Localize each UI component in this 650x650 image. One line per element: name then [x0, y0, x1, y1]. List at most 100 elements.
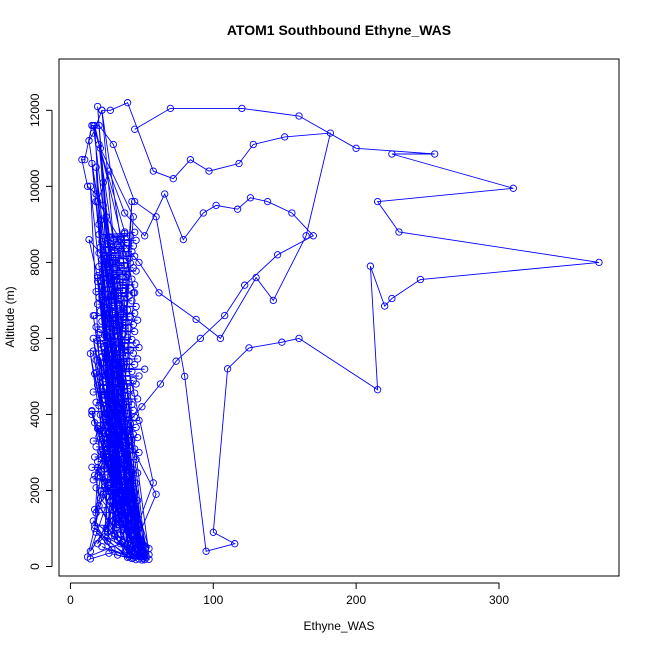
- data-point: [116, 387, 125, 395]
- data-point: [106, 285, 115, 294]
- series-line-1: [86, 106, 157, 561]
- data-point: [249, 140, 257, 149]
- data-point: [92, 287, 100, 296]
- data-point: [113, 511, 122, 519]
- data-point: [96, 373, 105, 381]
- x-axis-label: Ethyne_WAS: [304, 619, 375, 633]
- data-point: [121, 209, 129, 217]
- data-point: [125, 544, 133, 552]
- data-point: [138, 540, 146, 548]
- data-point: [111, 529, 119, 538]
- data-point: [202, 547, 210, 555]
- data-point: [132, 455, 140, 463]
- data-point: [102, 240, 110, 248]
- data-point: [108, 473, 116, 482]
- data-point: [395, 228, 403, 236]
- data-point: [126, 540, 135, 548]
- data-point: [78, 156, 86, 164]
- data-point: [131, 197, 139, 206]
- data-point: [119, 470, 127, 478]
- data-point: [128, 275, 136, 283]
- data-point: [113, 414, 122, 422]
- data-point: [116, 359, 125, 368]
- data-point: [131, 360, 139, 369]
- data-point: [113, 446, 122, 454]
- data-point: [131, 327, 139, 336]
- data-point: [133, 355, 142, 363]
- data-point: [101, 439, 109, 447]
- data-point: [102, 314, 110, 322]
- data-point: [223, 365, 232, 373]
- y-tick-label: 2000: [28, 477, 42, 504]
- data-point: [89, 517, 97, 525]
- y-tick-label: 10000: [28, 169, 42, 203]
- data-point: [216, 334, 225, 343]
- data-point: [116, 530, 125, 539]
- data-point: [109, 517, 117, 525]
- data-point: [126, 498, 135, 507]
- data-point: [92, 443, 100, 451]
- data-point: [92, 323, 100, 331]
- data-point: [121, 418, 129, 426]
- data-point: [83, 553, 92, 561]
- data-point: [89, 334, 97, 343]
- data-point: [119, 403, 127, 411]
- data-point: [95, 329, 103, 337]
- data-point: [128, 367, 136, 376]
- data-point: [102, 348, 110, 356]
- data-point: [302, 232, 310, 240]
- data-point: [93, 381, 102, 389]
- data-point: [106, 454, 115, 462]
- data-point: [155, 289, 163, 297]
- data-point: [131, 125, 139, 133]
- data-point: [131, 413, 139, 421]
- data-point: [89, 129, 97, 137]
- data-point: [116, 460, 125, 468]
- data-point: [128, 197, 136, 206]
- data-point: [118, 408, 126, 417]
- data-point: [103, 528, 112, 536]
- data-point: [95, 262, 103, 271]
- data-point: [122, 318, 130, 327]
- data-point: [113, 536, 122, 544]
- data-point: [116, 322, 125, 330]
- data-point: [138, 403, 146, 411]
- data-point: [88, 463, 96, 471]
- data-point: [133, 395, 142, 403]
- data-point: [108, 258, 116, 266]
- data-point: [99, 295, 107, 304]
- plot-area-frame: [58, 58, 620, 577]
- data-point: [106, 412, 115, 420]
- data-point: [98, 448, 106, 457]
- data-point: [91, 311, 99, 320]
- data-point: [131, 488, 139, 497]
- data-point: [126, 346, 135, 354]
- data-point: [85, 137, 93, 145]
- data-point: [113, 517, 122, 525]
- data-point: [252, 273, 260, 282]
- data-point: [156, 380, 165, 388]
- data-point: [108, 435, 116, 443]
- data-point: [93, 272, 102, 280]
- data-point: [166, 104, 175, 113]
- data-point: [91, 521, 99, 530]
- data-point: [123, 99, 132, 107]
- data-point: [245, 344, 253, 352]
- data-point: [113, 477, 122, 485]
- data-point: [288, 209, 296, 217]
- data-point: [263, 197, 272, 206]
- data-point: [109, 140, 117, 149]
- y-tick-label: 0: [28, 563, 42, 570]
- data-point: [91, 471, 99, 479]
- data-point: [102, 461, 110, 469]
- data-point: [111, 422, 119, 430]
- data-point: [115, 502, 123, 510]
- data-point: [88, 159, 96, 168]
- data-point: [128, 248, 136, 256]
- data-point: [116, 294, 125, 303]
- data-point: [98, 390, 106, 398]
- data-point: [115, 394, 123, 402]
- data-point: [113, 282, 122, 290]
- data-point: [381, 302, 389, 310]
- data-point: [366, 262, 375, 270]
